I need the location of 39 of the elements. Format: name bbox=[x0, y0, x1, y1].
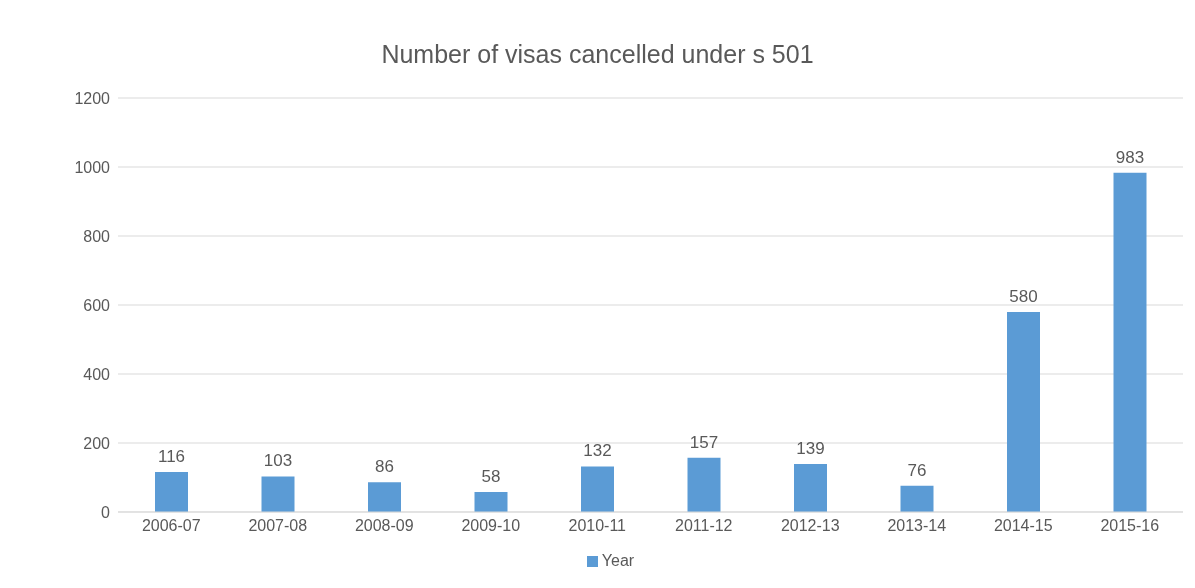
y-tick-label: 800 bbox=[83, 227, 111, 245]
x-tick-label: 2010-11 bbox=[568, 517, 627, 535]
bar bbox=[581, 466, 614, 512]
data-label: 580 bbox=[1009, 286, 1038, 306]
data-label: 58 bbox=[481, 466, 501, 486]
x-tick-label: 2013-14 bbox=[887, 517, 947, 535]
x-tick-label: 2007-08 bbox=[248, 517, 308, 535]
y-tick-label: 0 bbox=[101, 503, 111, 521]
bar bbox=[155, 471, 188, 512]
bar bbox=[1007, 311, 1040, 512]
bar bbox=[1113, 172, 1147, 512]
x-tick-label: 2015-16 bbox=[1100, 517, 1160, 535]
chart-title: Number of visas cancelled under s 501 bbox=[380, 39, 815, 70]
bar bbox=[687, 457, 721, 512]
x-tick-label: 2009-10 bbox=[461, 517, 521, 535]
x-tick-label: 2008-09 bbox=[354, 517, 414, 535]
data-label: 157 bbox=[689, 432, 719, 452]
y-tick-label: 1200 bbox=[74, 89, 111, 107]
data-label: 139 bbox=[796, 439, 825, 459]
data-label: 983 bbox=[1115, 147, 1145, 167]
bar bbox=[368, 482, 401, 512]
data-label: 132 bbox=[583, 441, 612, 461]
legend-label: Year bbox=[601, 552, 635, 569]
y-tick-label: 200 bbox=[83, 434, 111, 452]
x-tick-label: 2012-13 bbox=[780, 517, 840, 535]
x-tick-label: 2014-15 bbox=[993, 517, 1053, 535]
y-tick-label: 600 bbox=[83, 296, 111, 314]
data-label: 116 bbox=[157, 446, 186, 466]
y-tick-label: 1000 bbox=[74, 158, 111, 176]
y-tick-label: 400 bbox=[83, 365, 111, 383]
bar bbox=[474, 491, 508, 512]
data-label: 103 bbox=[263, 451, 293, 471]
x-tick-label: 2011-12 bbox=[674, 517, 733, 535]
bar bbox=[900, 485, 934, 512]
data-label: 76 bbox=[907, 460, 927, 480]
x-tick-label: 2006-07 bbox=[141, 517, 201, 535]
bar bbox=[261, 476, 295, 512]
data-label: 86 bbox=[375, 457, 394, 477]
bar bbox=[794, 464, 827, 512]
